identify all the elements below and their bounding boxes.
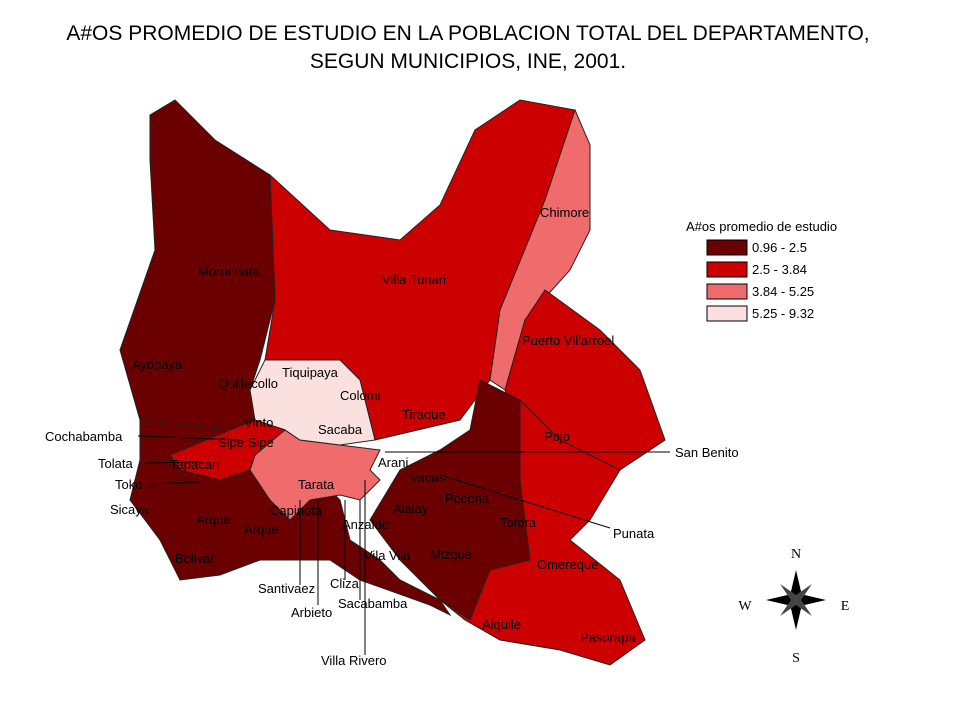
municipality-label: Vila Vila bbox=[364, 548, 411, 563]
municipality-label: Omereque bbox=[537, 557, 598, 572]
legend-swatch bbox=[706, 239, 748, 256]
municipality-label: Sacabamba bbox=[338, 596, 408, 611]
compass-label: W bbox=[738, 599, 752, 614]
legend-label: 2.5 - 3.84 bbox=[752, 262, 807, 277]
municipality-label: Pojo bbox=[544, 429, 570, 444]
municipality-label: Arque bbox=[244, 522, 279, 537]
municipality-label: Arbieto bbox=[291, 605, 332, 620]
compass-label: N bbox=[791, 547, 801, 562]
legend-swatch bbox=[706, 305, 748, 322]
municipality-label: Pasorapa bbox=[580, 630, 636, 645]
municipality-label: Sicaya bbox=[110, 502, 150, 517]
municipality-label: Mizque bbox=[430, 547, 472, 562]
map bbox=[119, 99, 666, 666]
municipality-label: Cliza bbox=[330, 576, 360, 591]
municipality-label: Sipe Sipe bbox=[218, 435, 274, 450]
municipality-label: Santivaez bbox=[258, 581, 315, 596]
compass-label: S bbox=[792, 651, 800, 666]
municipality-label: Alalay bbox=[393, 501, 429, 516]
municipality-label: Tapacari bbox=[170, 457, 219, 472]
municipality-label: Colomi bbox=[340, 388, 381, 403]
municipality-label: Ayopaya bbox=[132, 357, 183, 372]
municipality-label: Villa Rivero bbox=[321, 653, 387, 668]
municipality-label: Pocona bbox=[445, 491, 490, 506]
leader-lines bbox=[137, 435, 670, 655]
municipality-label: Capinota bbox=[270, 503, 323, 518]
municipality-label: Tiraque bbox=[402, 407, 446, 422]
region bbox=[249, 359, 376, 446]
municipality-label: Vacas bbox=[410, 470, 446, 485]
map-labels: Morochata Villa Tunari Chimore Puerto Vi… bbox=[45, 205, 739, 668]
municipality-label: Tarata bbox=[298, 477, 335, 492]
municipality-label: Chimore bbox=[540, 205, 589, 220]
municipality-label: Arani bbox=[378, 455, 408, 470]
municipality-label: Villa Tunari bbox=[382, 272, 446, 287]
municipality-label: Sacaba bbox=[318, 422, 363, 437]
legend-swatch bbox=[706, 261, 748, 278]
municipality-label: Tolata bbox=[98, 456, 133, 471]
municipality-label: Morochata bbox=[198, 264, 260, 279]
title-line: SEGUN MUNICIPIOS, INE, 2001. bbox=[310, 50, 626, 73]
legend-swatch bbox=[706, 283, 748, 300]
legend-label: 0.96 - 2.5 bbox=[752, 240, 807, 255]
municipality-label: Vinto bbox=[244, 415, 273, 430]
region bbox=[169, 419, 287, 481]
legend-label: 3.84 - 5.25 bbox=[752, 284, 814, 299]
title-line: A#OS PROMEDIO DE ESTUDIO EN LA POBLACION… bbox=[66, 22, 869, 45]
municipality-label: Punata bbox=[613, 526, 655, 541]
legend-label: 5.25 - 9.32 bbox=[752, 306, 814, 321]
municipality-label: Totora bbox=[500, 515, 537, 530]
legend-title: A#os promedio de estudio bbox=[686, 219, 837, 234]
municipality-label: Bolivar bbox=[175, 551, 215, 566]
compass-label: E bbox=[841, 599, 850, 614]
municipality-label: Cochabamba bbox=[45, 429, 123, 444]
municipality-label: Puerto Villarroel bbox=[522, 333, 614, 348]
municipality-label: Quillacollo bbox=[218, 376, 278, 391]
municipality-label: San Benito bbox=[675, 445, 739, 460]
municipality-label: Tiquipaya bbox=[282, 365, 339, 380]
legend: A#os promedio de estudio 0.96 - 2.5 2.5 -… bbox=[686, 219, 837, 322]
municipality-label: Anzaldo bbox=[342, 517, 389, 532]
compass: N S E W bbox=[738, 547, 849, 666]
municipality-label: Arque bbox=[196, 512, 231, 527]
municipality-label: Toko bbox=[115, 477, 142, 492]
municipality-label: Aiquile bbox=[482, 617, 521, 632]
